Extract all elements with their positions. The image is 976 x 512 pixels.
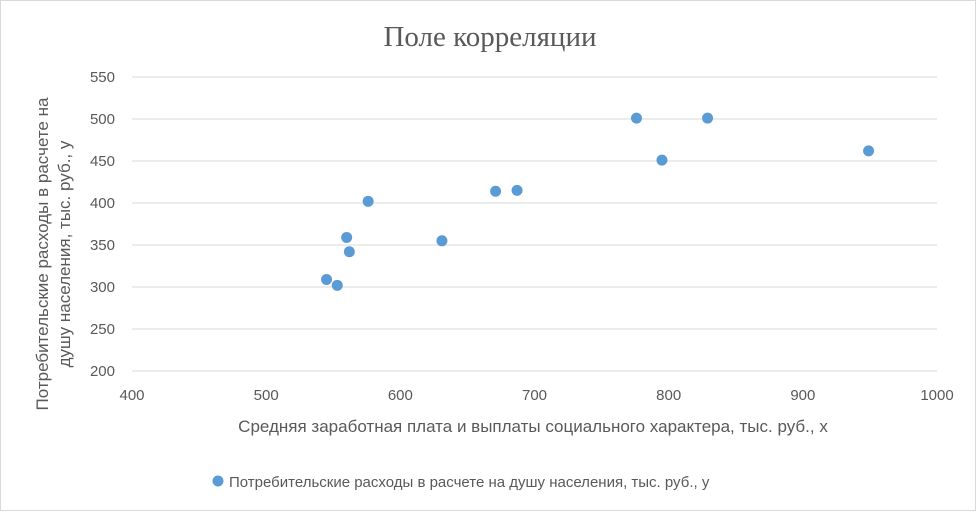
y-tick-label: 550 [90,69,115,86]
data-point [436,235,448,247]
data-point [656,154,668,166]
data-point [331,279,343,291]
data-point [343,246,355,258]
grid-lines [132,76,937,372]
y-tick-label: 450 [90,153,115,170]
data-point [341,231,353,243]
x-tick-label: 500 [254,387,279,404]
x-tick-labels: 400 500 600 700 800 900 1000 [119,387,953,404]
y-tick-label: 350 [90,237,115,254]
y-tick-label: 400 [90,195,115,212]
legend-marker [212,475,224,487]
x-axis-title: Средняя заработная плата и выплаты социа… [238,417,828,436]
y-axis-title: Потребительские расходы в расчете на душ… [33,97,74,410]
y-axis-title-line-2: душу населения, тыс. руб., у [55,140,74,367]
y-tick-labels: 200 250 300 350 400 450 500 550 [90,69,115,380]
chart-title: Поле корреляции [383,21,596,53]
x-tick-label: 900 [790,387,815,404]
x-tick-label: 1000 [920,387,953,404]
data-points [321,112,875,291]
y-tick-label: 200 [90,363,115,380]
y-tick-label: 300 [90,279,115,296]
y-tick-label: 500 [90,111,115,128]
x-tick-label: 400 [119,387,144,404]
x-tick-label: 700 [522,387,547,404]
data-point [702,112,714,124]
data-point [321,273,333,285]
x-tick-label: 800 [656,387,681,404]
y-tick-label: 250 [90,321,115,338]
data-point [511,184,523,196]
y-axis-title-line-1: Потребительские расходы в расчете на [33,97,52,410]
x-tick-label: 600 [388,387,413,404]
data-point [490,185,502,197]
legend-label: Потребительские расходы в расчете на душ… [229,474,710,491]
data-point [863,145,875,157]
data-point [362,195,374,207]
data-point [630,112,642,124]
legend: Потребительские расходы в расчете на душ… [212,474,710,491]
